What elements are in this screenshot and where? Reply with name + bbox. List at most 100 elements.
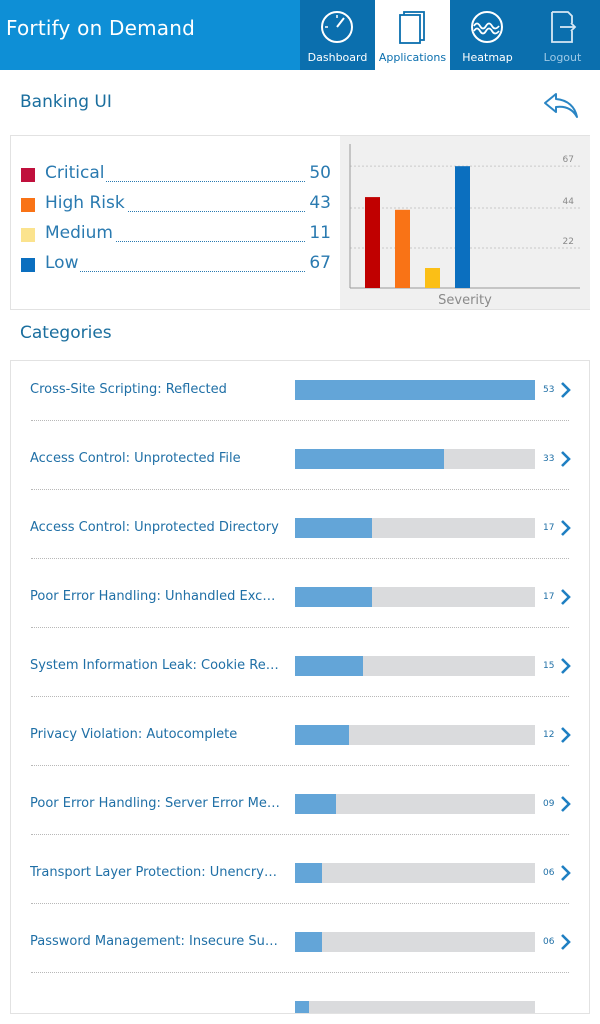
category-bar-fill xyxy=(295,863,323,883)
legend-label: Low xyxy=(45,253,81,273)
divider xyxy=(31,834,569,835)
page-title: Banking UI xyxy=(20,92,112,112)
category-bar-track xyxy=(295,449,535,469)
bar-medium xyxy=(425,268,440,288)
logout-icon xyxy=(551,11,577,43)
bar-high-risk xyxy=(395,209,410,288)
app-header: Fortify on Demand Dashboard Applications xyxy=(0,0,600,70)
category-count: 17 xyxy=(543,592,555,602)
bar-critical xyxy=(365,197,380,288)
bar-low xyxy=(455,166,470,288)
legend-swatch xyxy=(21,168,35,182)
category-row[interactable] xyxy=(11,982,589,1013)
divider xyxy=(31,903,569,904)
chevron-right-icon[interactable] xyxy=(559,519,571,537)
category-count: 15 xyxy=(543,661,555,671)
category-row[interactable]: Cross-Site Scripting: Reflected 53 xyxy=(11,361,589,430)
severity-summary: Critical 50 High Risk 43 Medium 11 Low 6… xyxy=(10,135,590,310)
x-axis-label: Severity xyxy=(438,293,492,308)
legend-row-high-risk: High Risk 43 xyxy=(21,193,331,217)
category-name: Access Control: Unprotected File xyxy=(30,451,241,466)
nav-applications[interactable]: Applications xyxy=(375,0,450,70)
legend-value: 67 xyxy=(307,253,331,273)
severity-chart-panel: 22 44 67 Severity xyxy=(340,136,590,309)
chevron-right-icon[interactable] xyxy=(559,933,571,951)
category-row[interactable]: Access Control: Unprotected File 33 xyxy=(11,430,589,499)
divider xyxy=(31,558,569,559)
category-bar-track xyxy=(295,518,535,538)
category-name: Password Management: Insecure Sub... xyxy=(30,934,280,949)
leader-dots xyxy=(45,241,305,242)
category-bar-track xyxy=(295,863,535,883)
chevron-right-icon[interactable] xyxy=(559,381,571,399)
category-row[interactable]: Privacy Violation: Autocomplete 12 xyxy=(11,706,589,775)
y-tick-label: 67 xyxy=(563,155,574,165)
chevron-right-icon[interactable] xyxy=(559,726,571,744)
category-row[interactable]: Poor Error Handling: Server Error Mes...… xyxy=(11,775,589,844)
legend-row-low: Low 67 xyxy=(21,253,331,277)
chevron-right-icon[interactable] xyxy=(559,795,571,813)
legend-row-critical: Critical 50 xyxy=(21,163,331,187)
chevron-right-icon[interactable] xyxy=(559,450,571,468)
chevron-right-icon[interactable] xyxy=(559,657,571,675)
divider xyxy=(31,765,569,766)
category-count: 53 xyxy=(543,385,555,395)
category-name: System Information Leak: Cookie Retri... xyxy=(30,658,280,673)
legend-swatch xyxy=(21,198,35,212)
heatmap-wave-icon xyxy=(471,11,503,43)
nav-dashboard[interactable]: Dashboard xyxy=(300,0,375,70)
y-tick-label: 22 xyxy=(563,237,574,247)
category-count: 06 xyxy=(543,868,555,878)
legend-row-medium: Medium 11 xyxy=(21,223,331,247)
category-bar-track xyxy=(295,380,535,400)
category-bar-fill xyxy=(295,794,336,814)
divider xyxy=(31,627,569,628)
category-bar-track xyxy=(295,932,535,952)
category-bar-fill xyxy=(295,1001,309,1013)
leader-dots xyxy=(45,181,305,182)
dashboard-gauge-icon xyxy=(321,11,353,43)
category-bar-fill xyxy=(295,725,350,745)
y-tick-label: 44 xyxy=(563,197,575,207)
severity-bar-chart: 22 44 67 Severity xyxy=(349,144,580,308)
nav-applications-label: Applications xyxy=(378,51,447,64)
nav-heatmap-label: Heatmap xyxy=(462,51,513,64)
legend-value: 43 xyxy=(307,193,331,213)
category-row[interactable]: Password Management: Insecure Sub... 06 xyxy=(11,913,589,982)
category-bar-fill xyxy=(295,587,372,607)
main-nav: Dashboard Applications Heatmap xyxy=(300,0,600,70)
category-row[interactable]: Transport Layer Protection: Unencryp... 0… xyxy=(11,844,589,913)
divider xyxy=(31,489,569,490)
categories-title: Categories xyxy=(20,323,112,343)
legend-label: Medium xyxy=(45,223,115,243)
legend-label: Critical xyxy=(45,163,107,183)
category-count: 12 xyxy=(543,730,555,740)
nav-logout-label: Logout xyxy=(543,51,582,64)
category-bar-track xyxy=(295,1001,535,1013)
divider xyxy=(31,696,569,697)
divider xyxy=(31,420,569,421)
legend-swatch xyxy=(21,258,35,272)
chevron-right-icon[interactable] xyxy=(559,864,571,882)
applications-pages-icon xyxy=(399,11,425,44)
legend-value: 50 xyxy=(307,163,331,183)
category-count: 06 xyxy=(543,937,555,947)
back-arrow-icon[interactable] xyxy=(542,90,580,120)
category-bar-track xyxy=(295,794,535,814)
category-bar-fill xyxy=(295,449,445,469)
category-row[interactable]: System Information Leak: Cookie Retri...… xyxy=(11,637,589,706)
nav-heatmap[interactable]: Heatmap xyxy=(450,0,525,70)
category-bar-track xyxy=(295,587,535,607)
category-bar-fill xyxy=(295,380,535,400)
category-row[interactable]: Access Control: Unprotected Directory 17 xyxy=(11,499,589,568)
category-bar-fill xyxy=(295,518,372,538)
chevron-right-icon[interactable] xyxy=(559,588,571,606)
category-name: Poor Error Handling: Unhandled Excep... xyxy=(30,589,280,604)
category-count: 17 xyxy=(543,523,555,533)
leader-dots xyxy=(45,211,305,212)
category-row[interactable]: Poor Error Handling: Unhandled Excep... 1… xyxy=(11,568,589,637)
legend-value: 11 xyxy=(307,223,331,243)
nav-logout[interactable]: Logout xyxy=(525,0,600,70)
category-bar-fill xyxy=(295,656,363,676)
legend-label: High Risk xyxy=(45,193,127,213)
